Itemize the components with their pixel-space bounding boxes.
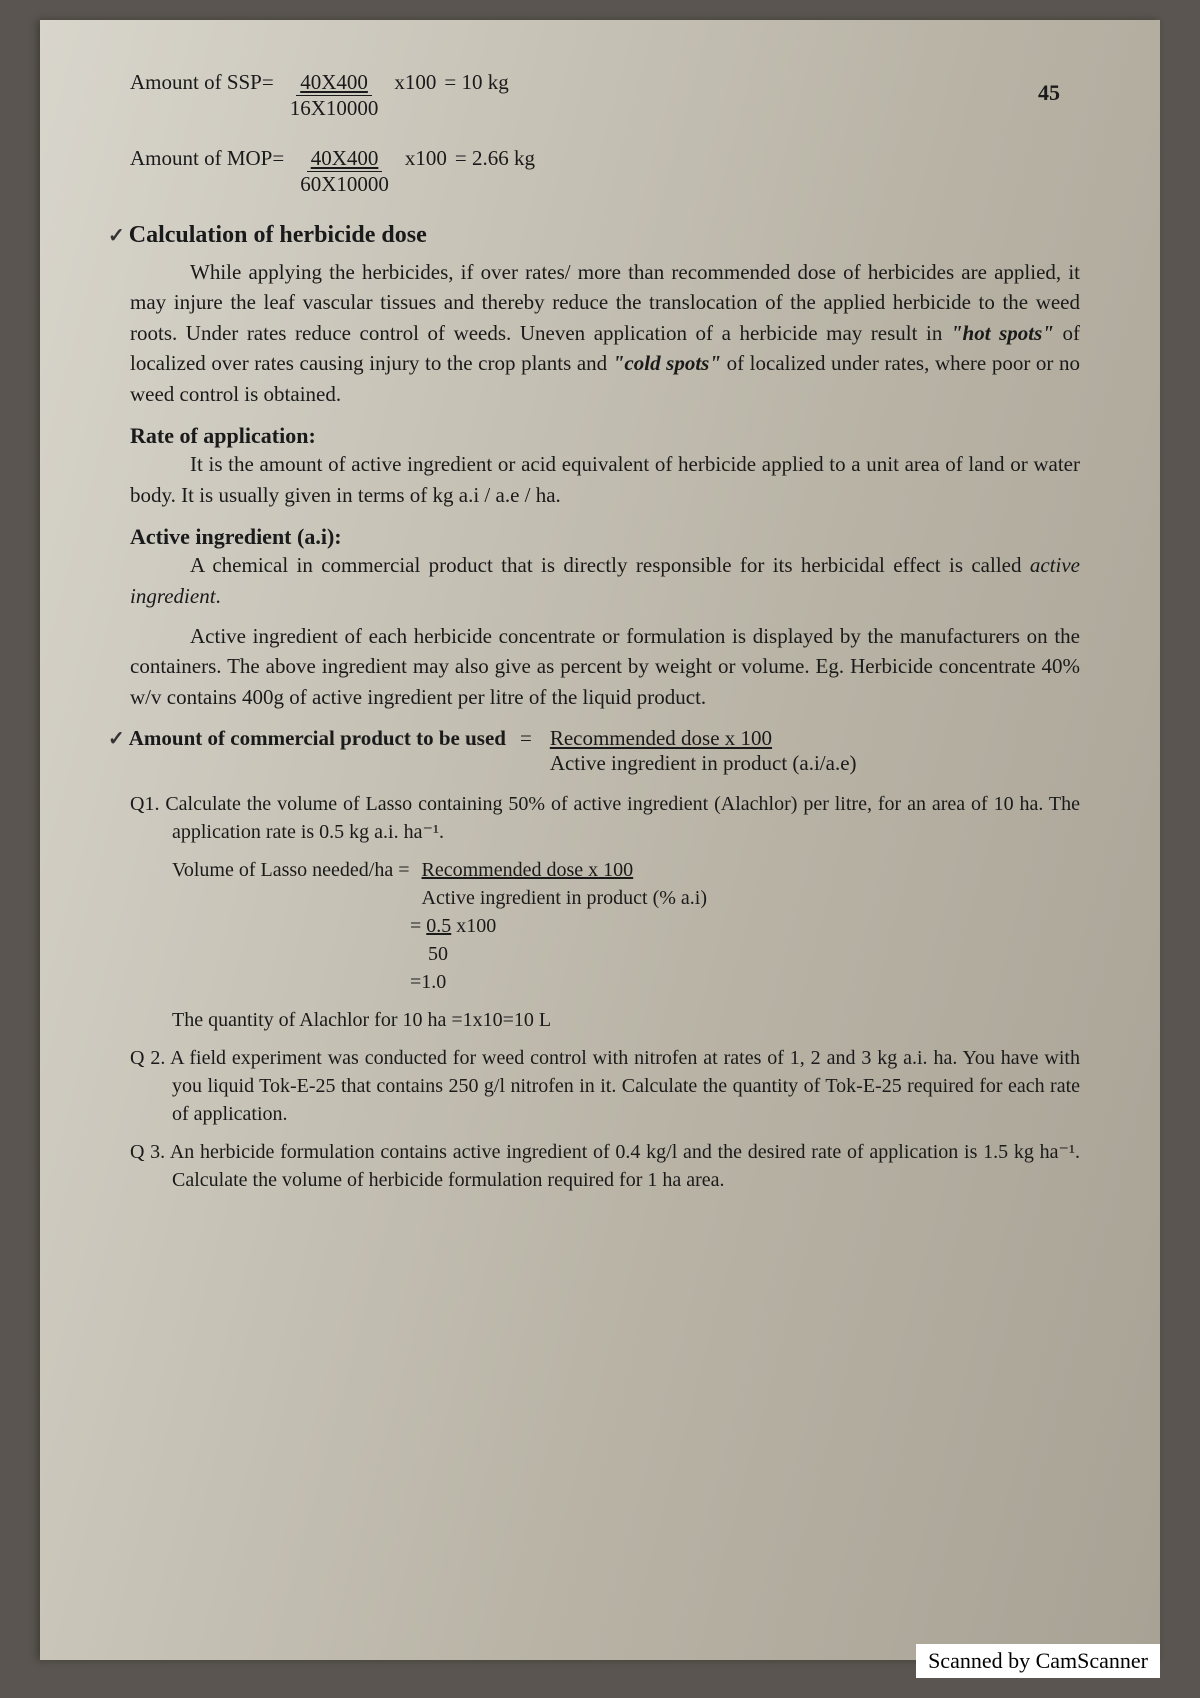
mop-mult: x100 <box>405 146 447 171</box>
question-3: Q 3. An herbicide formulation contains a… <box>130 1138 1080 1194</box>
scanner-watermark: Scanned by CamScanner <box>916 1644 1160 1678</box>
amount-denominator: Active ingredient in product (a.i/a.e) <box>550 751 857 776</box>
amount-eq: = <box>520 726 532 751</box>
mop-denominator: 60X10000 <box>296 172 393 197</box>
herbicide-title: Calculation of herbicide dose <box>130 222 1080 249</box>
ssp-mult: x100 <box>394 70 436 95</box>
q1-calc-line2b: 50 <box>130 940 1080 968</box>
ai-title: Active ingredient (a.i): <box>130 524 1080 550</box>
ssp-denominator: 16X10000 <box>286 96 383 121</box>
ai-paragraph-2: Active ingredient of each herbicide conc… <box>130 621 1080 712</box>
ssp-result: = 10 kg <box>444 70 508 95</box>
q1-result: The quantity of Alachlor for 10 ha =1x10… <box>130 1006 1080 1034</box>
mop-formula: Amount of MOP= 40X400 60X10000 x100 = 2.… <box>130 146 1080 197</box>
ssp-formula: Amount of SSP= 40X400 16X10000 x100 = 10… <box>130 70 1080 121</box>
mop-numerator: 40X400 <box>307 146 383 172</box>
amount-numerator: Recommended dose x 100 <box>550 726 772 751</box>
ai-paragraph-1: A chemical in commercial product that is… <box>130 550 1080 611</box>
question-1: Q1. Calculate the volume of Lasso contai… <box>130 790 1080 846</box>
q1-denominator: Active ingredient in product (% a.i) <box>422 884 707 912</box>
q1-calc-line2: = 0.5 x100 <box>130 912 1080 940</box>
herbicide-paragraph: While applying the herbicides, if over r… <box>130 257 1080 409</box>
q1-calc-line3: =1.0 <box>130 968 1080 996</box>
ssp-label: Amount of SSP= <box>130 70 274 95</box>
document-page: 45 Amount of SSP= 40X400 16X10000 x100 =… <box>40 20 1160 1660</box>
q1-calc-line1: Volume of Lasso needed/ha = Recommended … <box>130 856 1080 912</box>
q1-numerator: Recommended dose x 100 <box>422 856 634 884</box>
rate-title: Rate of application: <box>130 423 1080 449</box>
amount-formula: Amount of commercial product to be used … <box>130 726 1080 776</box>
q1-volume-label: Volume of Lasso needed/ha = <box>172 856 410 912</box>
question-2: Q 2. A field experiment was conducted fo… <box>130 1044 1080 1128</box>
amount-label: Amount of commercial product to be used <box>130 726 506 751</box>
page-number: 45 <box>1038 80 1060 106</box>
mop-label: Amount of MOP= <box>130 146 284 171</box>
mop-result: = 2.66 kg <box>455 146 535 171</box>
rate-paragraph: It is the amount of active ingredient or… <box>130 449 1080 510</box>
ssp-numerator: 40X400 <box>296 70 372 96</box>
